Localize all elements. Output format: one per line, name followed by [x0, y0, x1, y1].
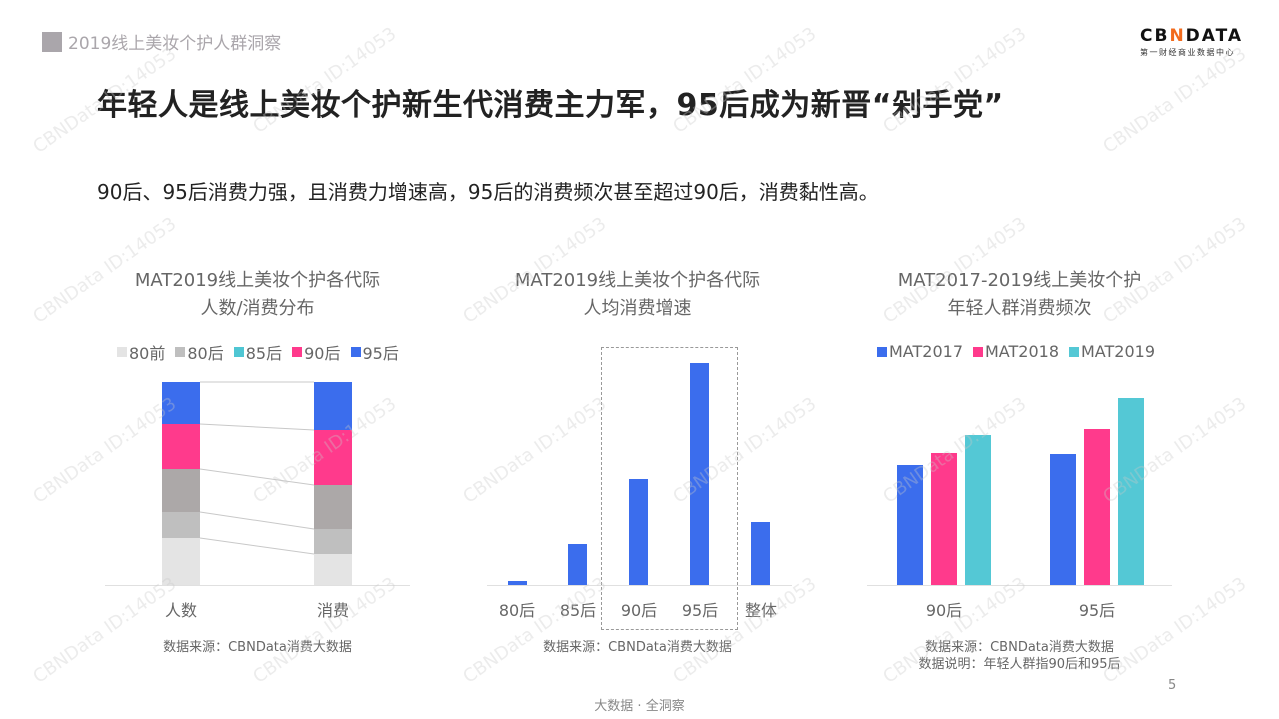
legend-item-80after: 80后 [175, 340, 224, 364]
segment-80after [162, 512, 200, 538]
legend-item-mat2017: MAT2017 [877, 342, 963, 361]
legend-item-90after: 90后 [292, 340, 341, 364]
chart1-title-line1: MAT2019线上美妆个护各代际 [134, 270, 381, 291]
chart2-xlabel: 85后 [559, 601, 597, 620]
chart3-title-line1: MAT2017-2019线上美妆个护 [897, 270, 1142, 291]
bar-90after-mat2018 [931, 453, 957, 585]
segment-95after [314, 382, 352, 430]
bar-85after [568, 544, 587, 585]
chart3-xlabel: 95后 [1078, 601, 1116, 620]
section-title: 2019线上美妆个护人群洞察 [68, 34, 282, 54]
chart3-xlabel: 90后 [925, 601, 963, 620]
footer-tagline: 大数据 · 全洞察 [594, 699, 685, 714]
chart1-title: MAT2019线上美妆个护各代际 人数/消费分布 [100, 267, 415, 323]
chart2-title-line2: 人均消费增速 [583, 298, 692, 319]
legend-item-85after: 85后 [233, 340, 282, 364]
bar-95after-mat2017 [1050, 454, 1076, 585]
segment-90after [162, 424, 200, 469]
segment-85after [314, 485, 352, 529]
segment-90after [314, 430, 352, 485]
logo-subtitle: 第一财经商业数据中心 [1140, 48, 1235, 57]
page-subtitle: 90后、95后消费力强，且消费力增速高，95后的消费频次甚至超过90后，消费黏性… [97, 180, 879, 204]
bar-90after-mat2019 [965, 435, 991, 585]
page-number: 5 [1168, 678, 1177, 693]
chart3-source-line: 数据来源：CBNData消费大数据 [925, 640, 1114, 655]
chart2-xlabel: 整体 [744, 601, 777, 620]
logo-text-left: CB [1140, 26, 1170, 46]
bar-95after [690, 363, 709, 585]
chart1-title-line2: 人数/消费分布 [200, 298, 315, 319]
legend-item-95after: 95后 [350, 340, 399, 364]
legend-item-mat2019: MAT2019 [1069, 342, 1155, 361]
chart3-title: MAT2017-2019线上美妆个护 年轻人群消费频次 [862, 267, 1177, 323]
bar-80after [508, 581, 527, 585]
section-marker [42, 32, 62, 52]
legend-item-80before: 80前 [117, 340, 165, 364]
chart3-source: 数据来源：CBNData消费大数据 数据说明：年轻人群指90后和95后 [862, 639, 1177, 673]
logo-text-right: DATA [1185, 26, 1244, 46]
chart1-source: 数据来源：CBNData消费大数据 [163, 640, 352, 655]
segment-85after [162, 469, 200, 512]
highlight-box [601, 347, 738, 630]
bar-overall [751, 522, 770, 585]
chart2-xlabel: 95后 [681, 601, 719, 620]
bar-95after-mat2019 [1118, 398, 1144, 585]
chart2-title-line1: MAT2019线上美妆个护各代际 [514, 270, 761, 291]
segment-80before [162, 538, 200, 585]
legend-item-mat2018: MAT2018 [973, 342, 1059, 361]
chart3-title-line2: 年轻人群消费频次 [947, 298, 1092, 319]
chart2-x-axis [487, 585, 792, 586]
chart1-xlabel-spend: 消费 [316, 601, 349, 620]
chart3-legend: MAT2017 MAT2018 MAT2019 [877, 342, 1155, 361]
chart3-note-line: 数据说明：年轻人群指90后和95后 [918, 657, 1121, 672]
chart3-x-axis [867, 585, 1172, 586]
chart2-xlabel: 80后 [498, 601, 536, 620]
chart2-source: 数据来源：CBNData消费大数据 [543, 640, 732, 655]
chart1-x-axis [105, 585, 410, 586]
chart2-title: MAT2019线上美妆个护各代际 人均消费增速 [480, 267, 795, 323]
bar-95after-mat2018 [1084, 429, 1110, 585]
segment-95after [162, 382, 200, 424]
chart1-legend: 80前 80后 85后 90后 95后 [117, 340, 399, 364]
segment-80before [314, 554, 352, 585]
bar-90after [629, 479, 648, 585]
cbndata-logo: CBNDATA 第一财经商业数据中心 [1140, 26, 1244, 58]
logo-text-x: N [1169, 26, 1186, 46]
bar-90after-mat2017 [897, 465, 923, 585]
chart2-xlabel: 90后 [620, 601, 658, 620]
segment-80after [314, 529, 352, 554]
page-title: 年轻人是线上美妆个护新生代消费主力军，95后成为新晋“剁手党” [97, 88, 1004, 123]
chart1-xlabel-people: 人数 [164, 601, 197, 620]
